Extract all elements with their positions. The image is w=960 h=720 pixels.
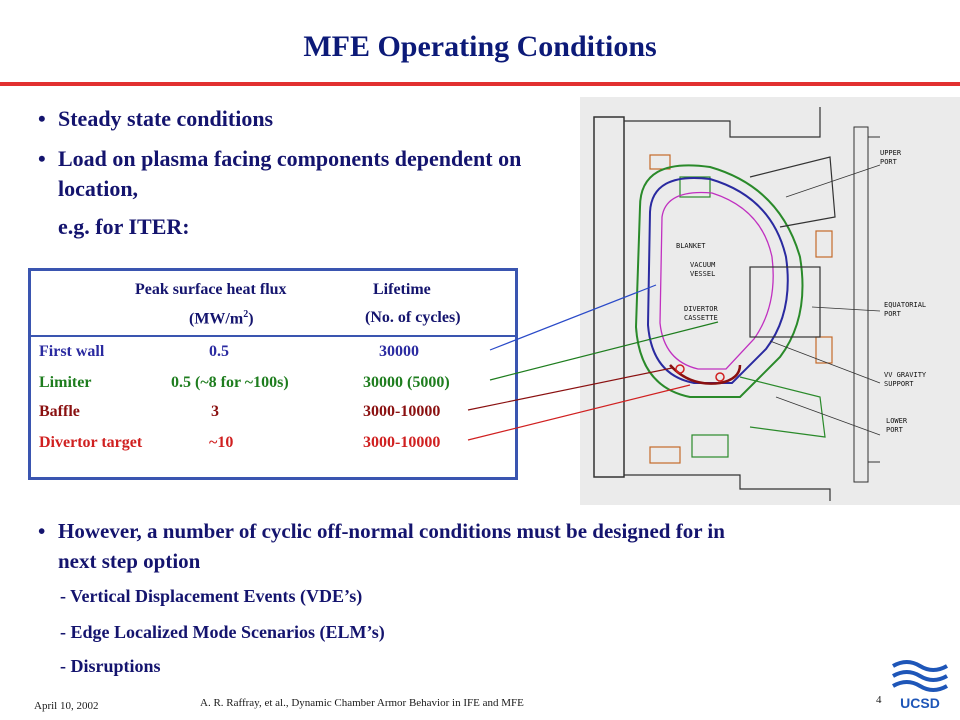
header-lifetime: Lifetime — [373, 281, 431, 298]
bullet-dot: • — [38, 106, 46, 131]
sub-disruptions: - Disruptions — [60, 656, 161, 676]
label-equatorial-port: EQUATORIAL PORT — [884, 301, 926, 318]
footer-date: April 10, 2002 — [34, 700, 99, 712]
row-first-wall-life: 30000 — [379, 343, 419, 360]
label-vv-gravity-support: VV GRAVITY SUPPORT — [884, 371, 927, 388]
iter-cross-section-diagram: UPPER PORT BLANKET VACUUM VESSEL DIVERTOR C… — [580, 97, 960, 505]
bullet-load: • Load on plasma facing components depen… — [38, 144, 588, 204]
bullet-dot: • — [38, 519, 46, 543]
row-first-wall-flux: 0.5 — [209, 343, 229, 360]
label-blanket: BLANKET — [676, 242, 706, 250]
label-lower-port: LOWER PORT — [886, 417, 908, 434]
sub-vde: - Vertical Displacement Events (VDE’s) — [60, 586, 363, 606]
row-baffle-name: Baffle — [39, 403, 80, 420]
row-limiter-name: Limiter — [39, 374, 92, 391]
header-heat-flux: Peak surface heat flux — [135, 281, 287, 298]
slide-title: MFE Operating Conditions — [303, 30, 657, 63]
footer-citation: A. R. Raffray, et al., Dynamic Chamber A… — [200, 697, 524, 709]
heat-flux-table: Peak surface heat flux Lifetime (MW/m2) … — [28, 268, 518, 480]
bullet-off-normal-line2: next step option — [58, 549, 201, 573]
row-baffle-life: 3000-10000 — [363, 403, 441, 420]
bullet-text-line1: However, a number of cyclic off-normal c… — [58, 519, 725, 543]
bullet-text: Steady state conditions — [58, 106, 274, 131]
bullet-iter: e.g. for ITER: — [58, 214, 190, 239]
row-baffle-flux: 3 — [211, 403, 219, 420]
units-base: (MW/m — [189, 310, 244, 328]
ucsd-logo-text: UCSD — [900, 695, 940, 711]
table-header-rule — [31, 335, 515, 337]
row-divertor-name: Divertor target — [39, 434, 143, 451]
ucsd-logo: UCSD — [887, 656, 953, 712]
ucsd-logo-icon: UCSD — [892, 660, 948, 711]
title-rule — [0, 82, 960, 86]
row-limiter-life: 30000 (5000) — [363, 374, 450, 391]
bullet-text: Load on plasma facing components depende… — [58, 146, 522, 201]
bullet-steady-state: • Steady state conditions — [38, 104, 274, 134]
units-sup: 2 — [243, 309, 249, 320]
header-units: (MW/m2) — [189, 309, 254, 328]
header-cycles: (No. of cycles) — [365, 309, 461, 326]
row-divertor-flux: ~10 — [209, 434, 234, 451]
sub-elm: - Edge Localized Mode Scenarios (ELM’s) — [60, 622, 385, 642]
label-vacuum-vessel: VACUUM VESSEL — [690, 261, 715, 278]
label-upper-port: UPPER PORT — [880, 149, 902, 166]
bullet-dot: • — [38, 146, 46, 171]
row-first-wall-name: First wall — [39, 343, 105, 360]
iter-diagram-svg: UPPER PORT BLANKET VACUUM VESSEL DIVERTOR C… — [593, 107, 927, 501]
bullet-off-normal: • However, a number of cyclic off-normal… — [38, 516, 725, 546]
row-limiter-flux: 0.5 (~8 for ~100s) — [171, 374, 289, 391]
label-divertor-cassette: DIVERTOR CASSETTE — [684, 305, 719, 322]
footer-page-number: 4 — [876, 694, 882, 706]
units-end: ) — [248, 310, 254, 328]
row-divertor-life: 3000-10000 — [363, 434, 441, 451]
